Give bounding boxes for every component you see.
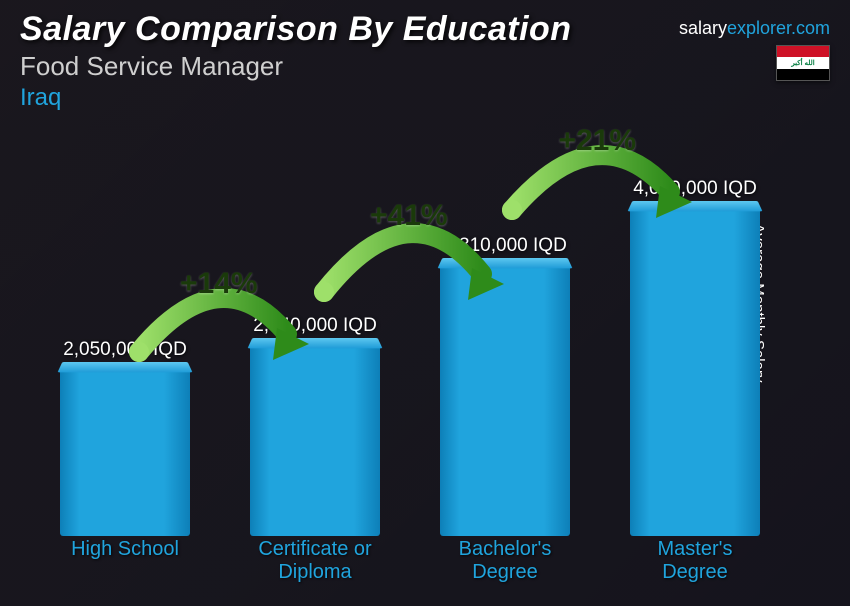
- bar-top-face: [248, 338, 383, 348]
- flag-stripe-bottom: [777, 69, 829, 80]
- brand-logo-text: salaryexplorer.com: [679, 18, 830, 39]
- bar-front-face: [630, 206, 760, 536]
- x-axis-label: Master'sDegree: [600, 538, 790, 586]
- country-flag-icon: الله أكبر: [776, 45, 830, 81]
- bar-value-label: 2,340,000 IQD: [253, 315, 377, 337]
- bar: [630, 206, 760, 536]
- bars-container: 2,050,000 IQD 2,340,000 IQD 3,310,000 IQD 4…: [30, 130, 790, 536]
- bar-front-face: [250, 343, 380, 536]
- flag-stripe-top: [777, 46, 829, 57]
- country-label: Iraq: [20, 84, 830, 112]
- bar: [440, 263, 570, 536]
- x-axis-label: Bachelor'sDegree: [410, 538, 600, 586]
- bar-front-face: [60, 367, 190, 536]
- bar-top-face: [438, 258, 573, 268]
- bar-group: 3,310,000 IQD: [410, 235, 600, 536]
- x-axis-label: High School: [30, 538, 220, 586]
- flag-script: الله أكبر: [791, 59, 814, 67]
- flag-stripe-middle: الله أكبر: [777, 57, 829, 68]
- bar-value-label: 4,000,000 IQD: [633, 178, 757, 200]
- bar-top-face: [628, 201, 763, 211]
- branding: salaryexplorer.com الله أكبر: [679, 18, 830, 81]
- bar: [60, 367, 190, 536]
- bar-front-face: [440, 263, 570, 536]
- bar-group: 2,340,000 IQD: [220, 315, 410, 536]
- bar-value-label: 3,310,000 IQD: [443, 235, 567, 257]
- x-axis-labels: High SchoolCertificate orDiplomaBachelor…: [30, 538, 790, 586]
- bar-top-face: [58, 362, 193, 372]
- bar-value-label: 2,050,000 IQD: [63, 339, 187, 361]
- brand-suffix: explorer.com: [727, 18, 830, 38]
- chart: 2,050,000 IQD 2,340,000 IQD 3,310,000 IQD 4…: [30, 130, 790, 586]
- bar: [250, 343, 380, 536]
- bar-group: 2,050,000 IQD: [30, 339, 220, 536]
- x-axis-label: Certificate orDiploma: [220, 538, 410, 586]
- brand-prefix: salary: [679, 18, 727, 38]
- bar-group: 4,000,000 IQD: [600, 178, 790, 536]
